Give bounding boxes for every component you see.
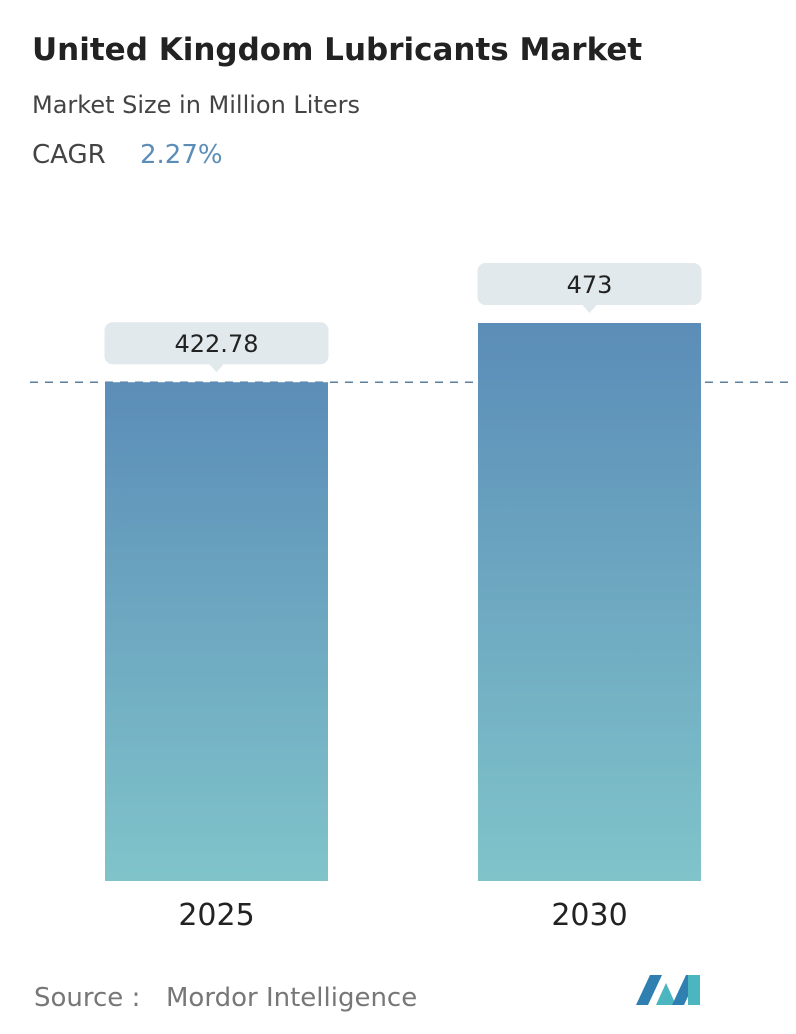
bar xyxy=(478,323,701,881)
x-tick-label: 2030 xyxy=(551,898,627,933)
logo xyxy=(636,975,700,1005)
data-label: 473 xyxy=(567,271,613,299)
label-box xyxy=(104,322,329,365)
chart-subtitle: Market Size in Million Liters xyxy=(32,91,360,119)
label-pointer xyxy=(208,363,225,373)
cagr-label: CAGR xyxy=(32,140,106,170)
source-name: Mordor Intelligence xyxy=(166,983,417,1013)
x-tick-label: 2025 xyxy=(178,898,254,933)
label-pointer xyxy=(581,304,598,313)
source-label: Source : xyxy=(34,983,140,1013)
bar xyxy=(105,382,328,881)
chart-title: United Kingdom Lubricants Market xyxy=(32,32,642,68)
data-label: 422.78 xyxy=(175,330,259,358)
cagr-value: 2.27% xyxy=(140,140,223,170)
label-box xyxy=(477,263,702,305)
